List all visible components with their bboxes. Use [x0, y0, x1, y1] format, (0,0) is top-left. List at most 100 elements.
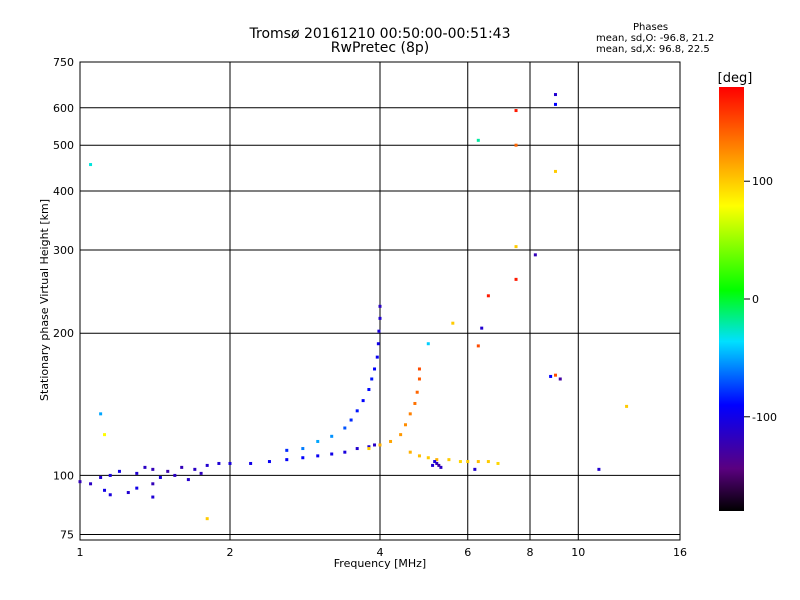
data-point [466, 460, 470, 464]
data-point [597, 467, 601, 471]
data-point [553, 102, 557, 106]
data-point [267, 460, 271, 464]
y-axis-label: Stationary phase Virtual Height [km] [38, 199, 51, 401]
data-point [439, 465, 443, 469]
data-point [343, 426, 347, 430]
data-point [403, 423, 407, 427]
data-point [135, 471, 139, 475]
colorbar-label: [deg] [718, 71, 753, 86]
data-point [117, 469, 121, 473]
data-point [205, 517, 209, 521]
data-point [199, 471, 203, 475]
data-point [78, 480, 82, 484]
data-point [193, 467, 197, 471]
data-point [135, 486, 139, 490]
y-tick-label: 75 [60, 528, 74, 541]
data-point [486, 460, 490, 464]
data-point [417, 367, 421, 371]
data-point [476, 138, 480, 142]
data-point [514, 245, 518, 249]
data-point [435, 458, 439, 462]
data-point [143, 465, 147, 469]
data-point [376, 342, 380, 346]
data-points [78, 93, 629, 521]
colorbar [719, 87, 744, 511]
data-point [186, 478, 190, 482]
x-tick-label: 8 [527, 546, 534, 559]
data-point [389, 439, 393, 443]
data-point [553, 93, 557, 97]
data-point [378, 443, 382, 447]
y-tick-label: 600 [53, 102, 74, 115]
data-point [205, 463, 209, 467]
data-point [103, 488, 107, 492]
data-point [349, 418, 353, 422]
data-point [370, 377, 374, 381]
data-point [473, 467, 477, 471]
colorbar-tick-label: -100 [752, 411, 777, 424]
data-point [399, 433, 403, 437]
data-point [373, 443, 377, 447]
x-tick-label: 2 [227, 546, 234, 559]
data-point [514, 143, 518, 147]
data-point [496, 461, 500, 465]
data-point [514, 109, 518, 113]
data-point [89, 482, 93, 486]
data-point [361, 399, 365, 403]
data-point [249, 461, 253, 465]
data-point [158, 475, 162, 479]
y-tick-label: 200 [53, 327, 74, 340]
y-tick-label: 500 [53, 139, 74, 152]
data-point [151, 467, 155, 471]
data-point [533, 253, 537, 257]
data-point [228, 461, 232, 465]
data-point [447, 458, 451, 462]
data-point [330, 434, 334, 438]
data-point [316, 454, 320, 458]
colorbar-tick-label: 100 [752, 175, 773, 188]
y-tick-label: 750 [53, 56, 74, 69]
data-point [173, 473, 177, 477]
grid-lines [79, 61, 681, 540]
phase-header-x: mean, sd,X: 96.8, 22.5 [596, 44, 710, 55]
data-point [435, 461, 439, 465]
data-point [417, 454, 421, 458]
data-point [433, 460, 437, 464]
chart-subtitle: RwPretec (8p) [330, 40, 430, 56]
x-tick-label: 1 [77, 546, 84, 559]
data-point [285, 458, 289, 462]
x-axis-label: Frequency [MHz] [334, 557, 426, 570]
phase-header-title: Phases [633, 22, 669, 33]
data-point [486, 294, 490, 298]
data-point [301, 447, 305, 451]
data-point [415, 390, 419, 394]
data-point [378, 316, 382, 320]
y-tick-label: 100 [53, 469, 74, 482]
phase-header-o: mean, sd,O: -96.8, 21.2 [596, 33, 715, 44]
data-point [355, 447, 359, 451]
data-point [408, 450, 412, 454]
data-point [514, 277, 518, 281]
data-point [108, 473, 112, 477]
data-point [378, 304, 382, 308]
data-point [217, 461, 221, 465]
data-point [437, 463, 441, 467]
colorbar-ticks: 100 0 -100 [744, 175, 777, 424]
data-point [126, 491, 130, 495]
data-point [426, 342, 430, 346]
colorbar-tick-label: 0 [752, 293, 759, 306]
data-point [558, 377, 562, 381]
x-tick-label: 10 [571, 546, 585, 559]
data-point [367, 447, 371, 451]
data-point [355, 409, 359, 413]
data-point [476, 460, 480, 464]
data-point [373, 367, 377, 371]
data-point [367, 445, 371, 449]
data-point [413, 401, 417, 405]
plot-frame [79, 61, 681, 541]
data-point [451, 321, 455, 325]
data-point [367, 388, 371, 392]
data-point [108, 493, 112, 497]
data-point [377, 329, 381, 333]
